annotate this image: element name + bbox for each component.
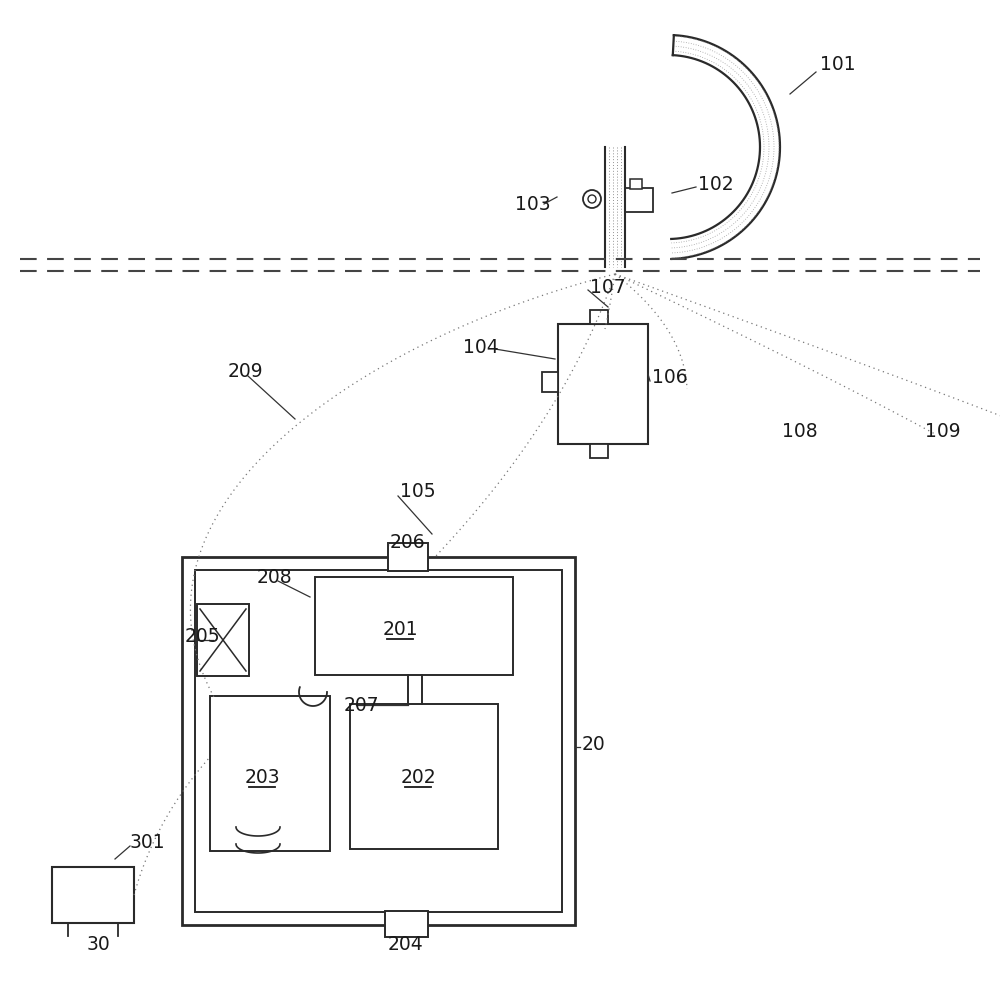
Text: 30: 30 xyxy=(86,934,110,953)
Circle shape xyxy=(583,191,601,209)
Text: 202: 202 xyxy=(400,767,436,786)
Text: 108: 108 xyxy=(782,422,818,441)
Text: 101: 101 xyxy=(820,56,856,75)
Bar xyxy=(542,373,558,393)
Bar xyxy=(195,571,562,912)
Text: 201: 201 xyxy=(382,620,418,639)
Bar xyxy=(630,180,642,190)
Text: 205: 205 xyxy=(185,627,221,646)
Bar xyxy=(385,911,428,937)
Bar xyxy=(558,325,648,444)
Text: 206: 206 xyxy=(390,533,426,552)
Text: 109: 109 xyxy=(925,422,961,441)
Bar xyxy=(52,867,134,923)
Text: 103: 103 xyxy=(515,195,551,215)
Text: 20: 20 xyxy=(582,735,606,753)
Bar xyxy=(590,311,608,325)
Bar xyxy=(182,558,575,925)
Text: 106: 106 xyxy=(652,368,688,387)
Text: 203: 203 xyxy=(244,767,280,786)
Bar xyxy=(625,189,653,213)
Text: 104: 104 xyxy=(463,338,499,357)
Text: 207: 207 xyxy=(344,696,380,715)
Bar xyxy=(388,544,428,572)
Text: 204: 204 xyxy=(388,934,424,953)
Text: 105: 105 xyxy=(400,482,436,501)
Bar xyxy=(210,697,330,851)
Text: 102: 102 xyxy=(698,175,734,194)
Text: 107: 107 xyxy=(590,278,626,297)
Bar xyxy=(197,604,249,676)
Bar xyxy=(590,444,608,458)
Text: 208: 208 xyxy=(257,568,293,586)
Bar xyxy=(350,705,498,849)
Text: 301: 301 xyxy=(130,833,166,852)
Text: 209: 209 xyxy=(228,362,264,381)
Bar xyxy=(315,578,513,675)
